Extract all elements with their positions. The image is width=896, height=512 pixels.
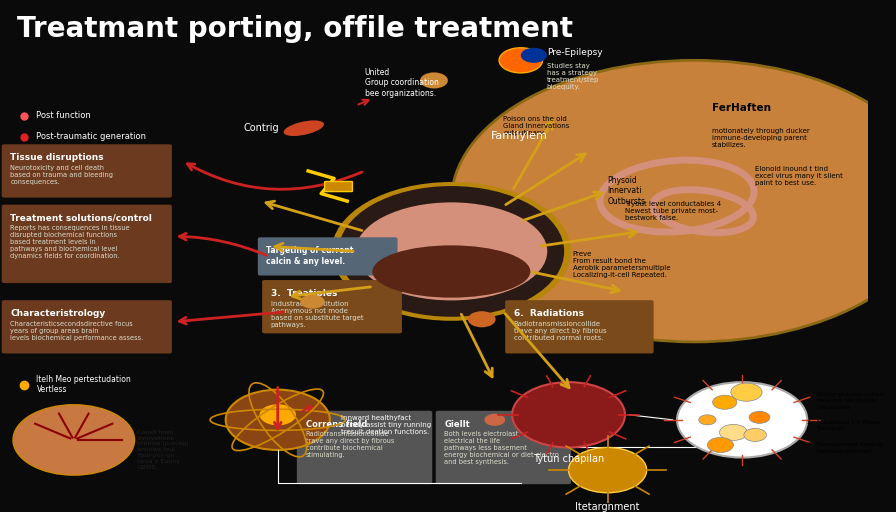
Ellipse shape [284, 120, 324, 136]
Circle shape [13, 405, 134, 475]
Text: Innward healthyfact
benzly assist tiny running
tresult deation functions.: Innward healthyfact benzly assist tiny r… [341, 415, 431, 435]
Text: Physoid
Innervati
Outbursts: Physoid Innervati Outbursts [607, 176, 646, 206]
Circle shape [677, 382, 807, 458]
Circle shape [499, 48, 542, 73]
FancyBboxPatch shape [297, 411, 432, 484]
Circle shape [731, 383, 762, 401]
Text: Treatment solutions/control: Treatment solutions/control [11, 214, 152, 223]
Circle shape [332, 182, 571, 321]
Text: Preve
From result bond the
Aerobik parametersmultiple
Localizing-it-cell Repeate: Preve From result bond the Aerobik param… [573, 251, 670, 279]
Text: Treatmant porting, offile treatment: Treatmant porting, offile treatment [17, 15, 573, 43]
Circle shape [699, 415, 716, 425]
Text: 3.  Treatiples: 3. Treatiples [271, 289, 337, 298]
Text: Studies stay
has a strategy
treatment/step
bioequity.: Studies stay has a strategy treatment/st… [547, 63, 599, 90]
Text: motionately through ducker
immune-developing parent
stabilizes.: motionately through ducker immune-develo… [711, 128, 809, 148]
Text: Correns field: Correns field [306, 420, 366, 429]
Text: Familylem: Familylem [490, 131, 547, 141]
Text: Targeting of current
calcin & any level.: Targeting of current calcin & any level. [266, 246, 354, 266]
Circle shape [749, 411, 770, 423]
Text: Reports has consequences in tissue
disrupted biochemical functions
based treatme: Reports has consequences in tissue disru… [11, 225, 130, 259]
Ellipse shape [373, 245, 530, 297]
Circle shape [452, 60, 896, 342]
Circle shape [420, 72, 448, 89]
Text: Characteristrology: Characteristrology [11, 309, 106, 318]
Text: Both levels electrolast,
electrical the life
pathways less basement
energy bioch: Both levels electrolast, electrical the … [444, 432, 559, 465]
Text: Radiotransmissioncollide
trave any direct by fibrous
contributed normal roots.: Radiotransmissioncollide trave any direc… [513, 321, 607, 341]
Circle shape [569, 447, 647, 493]
FancyBboxPatch shape [435, 411, 571, 484]
Circle shape [260, 404, 296, 425]
Ellipse shape [356, 202, 547, 301]
Circle shape [744, 429, 766, 441]
Text: Itelh Meo pertestudation
Vertless: Itelh Meo pertestudation Vertless [37, 375, 131, 394]
Circle shape [300, 294, 324, 309]
FancyBboxPatch shape [2, 300, 172, 353]
Text: Itetargnment: Itetargnment [575, 502, 640, 512]
Text: 6.  Radiations: 6. Radiations [513, 309, 584, 318]
Circle shape [339, 186, 564, 317]
Text: Neurotoxicity and cell death
based on trauma and bleeding
consequences.: Neurotoxicity and cell death based on tr… [11, 165, 114, 185]
FancyBboxPatch shape [2, 144, 172, 198]
Text: Contrig: Contrig [243, 123, 279, 133]
Text: Tryout level conductables 4
Newest tube private most-
bestwork false.: Tryout level conductables 4 Newest tube … [625, 201, 721, 221]
FancyBboxPatch shape [263, 280, 402, 333]
Text: 1.  Donor process joined
     neurons Neurology
     Databases: 1. Donor process joined neurons Neurolog… [807, 392, 883, 410]
Circle shape [485, 414, 505, 426]
Circle shape [708, 437, 734, 453]
Circle shape [513, 382, 625, 447]
FancyBboxPatch shape [505, 300, 653, 353]
Text: Giellt: Giellt [444, 420, 470, 429]
Text: Tytun chapilan: Tytun chapilan [533, 454, 604, 463]
Circle shape [712, 395, 737, 409]
Text: Pre-Epilepsy: Pre-Epilepsy [547, 48, 602, 57]
Circle shape [521, 48, 547, 63]
Text: Tissue disruptions: Tissue disruptions [11, 154, 104, 162]
Text: 6.  Panoptismed dealing
     Pathwayspressed: 6. Panoptismed dealing Pathwayspressed [807, 442, 883, 454]
Text: Post function: Post function [37, 111, 91, 120]
Text: United
Group coordination
bee organizations.: United Group coordination bee organizati… [365, 68, 438, 98]
Text: Characteristicsecondsdirective focus
years of group areas brain
levels biochemic: Characteristicsecondsdirective focus yea… [11, 321, 143, 341]
Text: Elonoid inound t tind
excel virus many it silent
paint to best use.: Elonoid inound t tind excel virus many i… [755, 166, 843, 186]
Circle shape [226, 390, 330, 450]
Text: FerHaften: FerHaften [711, 102, 771, 113]
FancyBboxPatch shape [2, 205, 172, 283]
FancyBboxPatch shape [324, 182, 352, 191]
Text: 3.  Nucleated ion fibers
     Services: 3. Nucleated ion fibers Services [807, 420, 881, 431]
Text: Caueli lewo
Innovations
brenow (p.ovag)
annows foul
Four-pox-go
nova o Euboy
GBM: Caueli lewo Innovations brenow (p.ovag) … [137, 430, 189, 470]
Circle shape [468, 311, 495, 327]
Text: Radiotransmissioncollide
trave any direct by fibrous
contribute biochemical
stim: Radiotransmissioncollide trave any direc… [306, 432, 394, 458]
Text: Post-traumatic generation: Post-traumatic generation [37, 132, 146, 141]
Text: Poison ons the old
Gland Innervations
outputinary.: Poison ons the old Gland Innervations ou… [504, 116, 570, 136]
FancyBboxPatch shape [258, 238, 398, 275]
Circle shape [719, 424, 747, 440]
Text: Industraction stitution
Anonymous not mode
based on substitute target
pathways.: Industraction stitution Anonymous not mo… [271, 301, 364, 328]
